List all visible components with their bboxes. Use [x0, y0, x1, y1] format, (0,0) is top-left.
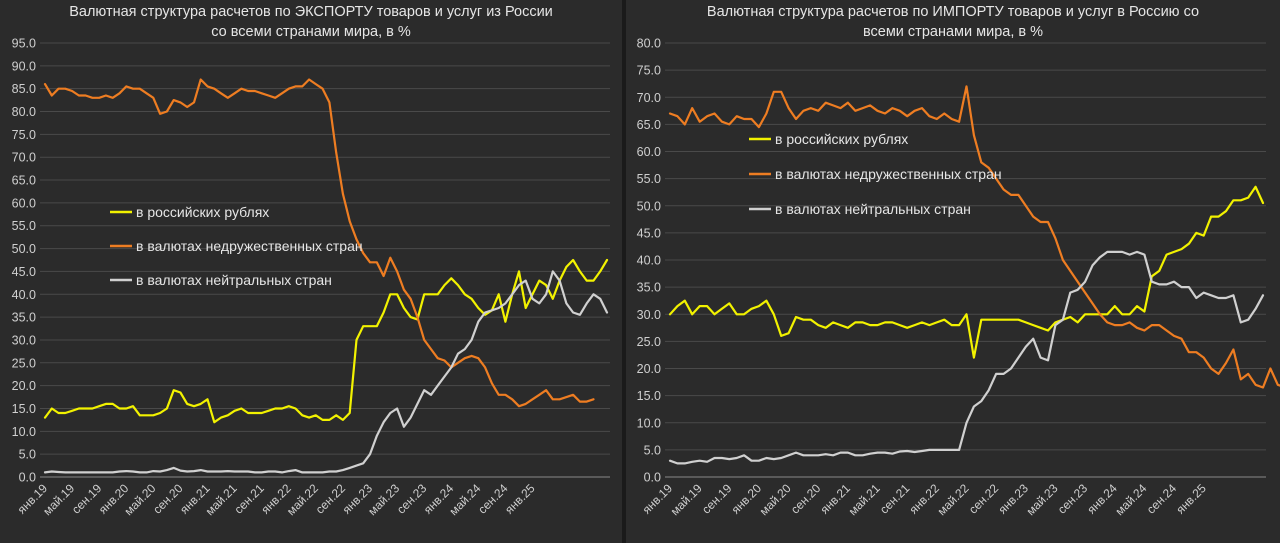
y-tick-label: 55.0: [12, 219, 36, 233]
y-tick-label: 60.0: [12, 196, 36, 210]
x-tick-label: сен.24: [1144, 481, 1180, 517]
y-tick-label: 0.0: [19, 471, 36, 485]
series-line-unfriendly: [43, 78, 595, 408]
x-tick-label: сен.22: [966, 481, 1002, 517]
y-tick-label: 0.0: [644, 471, 661, 485]
y-tick-label: 70.0: [12, 151, 36, 165]
x-tick-label: май.22: [284, 481, 321, 518]
series-line-unfriendly: [668, 85, 1280, 389]
y-tick-label: 65.0: [12, 174, 36, 188]
y-tick-label: 60.0: [637, 145, 661, 159]
legend-label-neutral: в валютах нейтральных стран: [136, 272, 332, 288]
series-line-rub: [668, 185, 1265, 359]
y-tick-label: 70.0: [637, 91, 661, 105]
x-tick-label: май.22: [935, 481, 972, 518]
import-chart-panel: Валютная структура расчетов по ИМПОРТУ т…: [626, 0, 1280, 543]
y-tick-label: 15.0: [637, 389, 661, 403]
x-tick-label: сен.19: [699, 481, 735, 517]
x-tick-label: янв.25: [1173, 481, 1209, 517]
series-line-neutral: [668, 250, 1265, 465]
y-tick-label: 45.0: [637, 226, 661, 240]
x-tick-label: май.24: [1113, 481, 1150, 518]
x-tick-label: май.21: [203, 481, 240, 518]
y-tick-label: 65.0: [637, 118, 661, 132]
series-line-rub: [43, 258, 609, 424]
y-tick-label: 40.0: [637, 254, 661, 268]
y-tick-label: 35.0: [637, 281, 661, 295]
legend-label-unfriendly: в валютах недружественных стран: [136, 238, 363, 254]
x-tick-label: май.24: [446, 481, 483, 518]
y-tick-label: 10.0: [12, 425, 36, 439]
y-tick-label: 55.0: [637, 172, 661, 186]
y-tick-label: 75.0: [12, 128, 36, 142]
y-tick-label: 5.0: [644, 443, 661, 457]
import-chart-title: Валютная структура расчетов по ИМПОРТУ т…: [706, 4, 1200, 40]
y-tick-label: 85.0: [12, 82, 36, 96]
y-tick-label: 25.0: [637, 335, 661, 349]
x-tick-label: май.23: [365, 481, 402, 518]
y-tick-label: 20.0: [637, 362, 661, 376]
x-tick-label: май.19: [668, 481, 705, 518]
legend-label-rub: в российских рублях: [775, 131, 908, 147]
x-tick-label: май.20: [757, 481, 794, 518]
y-tick-label: 50.0: [12, 242, 36, 256]
y-tick-label: 90.0: [12, 59, 36, 73]
x-tick-label: май.23: [1024, 481, 1061, 518]
x-tick-label: май.19: [40, 481, 77, 518]
y-tick-label: 20.0: [12, 379, 36, 393]
export-chart: 0.0 5.0 10.0 15.0 20.0 25.0 30.0 35.0 40.0 45.0 50…: [12, 37, 610, 518]
y-tick-label: 75.0: [637, 64, 661, 78]
x-tick-label: сен.20: [788, 481, 824, 517]
import-chart: 0.0 5.0 10.0 15.0 20.0 25.0 30.0 35.0 40.0 45.0 50…: [637, 37, 1280, 518]
legend-label-neutral: в валютах нейтральных стран: [775, 201, 971, 217]
y-tick-label: 5.0: [19, 448, 36, 462]
x-tick-label: май.20: [121, 481, 158, 518]
y-tick-label: 45.0: [12, 265, 36, 279]
y-tick-label: 15.0: [12, 402, 36, 416]
y-tick-label: 80.0: [637, 37, 661, 51]
y-tick-label: 95.0: [12, 37, 36, 51]
x-tick-label: янв.25: [502, 481, 538, 517]
y-tick-label: 80.0: [12, 105, 36, 119]
legend-label-rub: в российских рублях: [136, 204, 269, 220]
y-tick-label: 50.0: [637, 199, 661, 213]
y-tick-label: 30.0: [637, 308, 661, 322]
y-tick-label: 25.0: [12, 356, 36, 370]
panel-divider: [622, 0, 626, 543]
x-tick-label: май.21: [846, 481, 883, 518]
x-tick-label: сен.23: [1055, 481, 1091, 517]
export-chart-title: Валютная структура расчетов по ЭКСПОРТУ …: [69, 4, 553, 40]
legend-label-unfriendly: в валютах недружественных стран: [775, 166, 1002, 182]
export-chart-panel: Валютная структура расчетов по ЭКСПОРТУ …: [0, 0, 623, 543]
series-line-neutral: [43, 270, 609, 474]
y-tick-label: 10.0: [637, 416, 661, 430]
y-tick-label: 40.0: [12, 288, 36, 302]
y-tick-label: 30.0: [12, 333, 36, 347]
y-tick-label: 35.0: [12, 311, 36, 325]
x-tick-label: сен.21: [877, 481, 913, 517]
